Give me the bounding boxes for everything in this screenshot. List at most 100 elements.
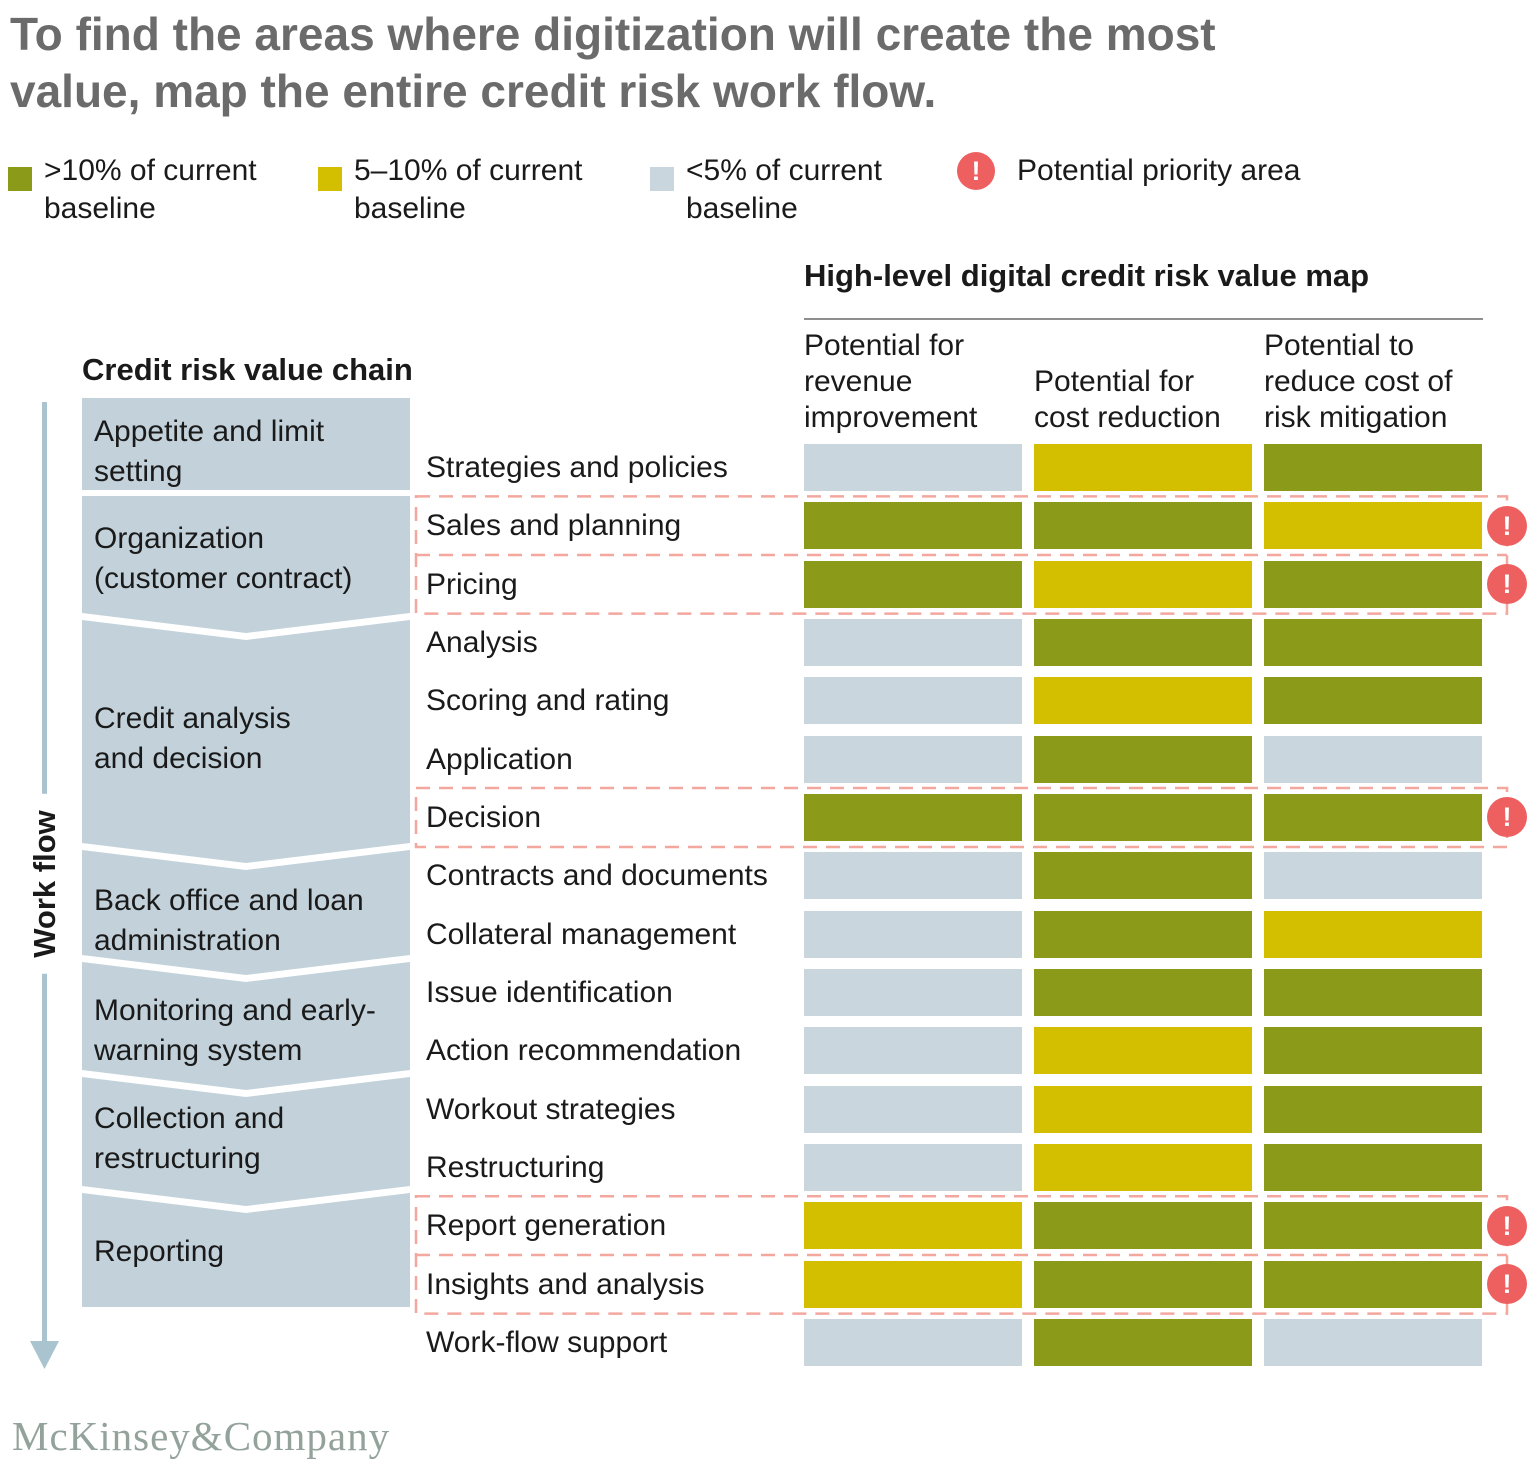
value-cell (1034, 968, 1252, 1016)
stage-label-appetite: Appetite and limit setting (94, 415, 325, 488)
value-cell (1034, 560, 1252, 608)
value-cell (1264, 502, 1482, 550)
workflow-arrowhead-icon (30, 1341, 59, 1369)
row-label: Restructuring (426, 1150, 605, 1184)
value-cell (804, 618, 1022, 666)
row-label: Report generation (426, 1209, 667, 1243)
value-cell (1264, 968, 1482, 1016)
row-label: Application (426, 742, 573, 776)
legend-item-priority: ! Potential priority area (957, 152, 1300, 190)
value-cell (1264, 1027, 1482, 1075)
value-cell (1264, 618, 1482, 666)
row-label: Action recommendation (426, 1034, 742, 1068)
value-cell (1034, 677, 1252, 725)
value-cell (804, 968, 1022, 1016)
stage-label-organization: Organization (customer contract) (94, 522, 353, 595)
row-label: Sales and planning (426, 509, 682, 543)
priority-exclamation-icon: ! (1487, 1205, 1527, 1246)
row-label: Pricing (426, 567, 518, 601)
value-cell (1264, 444, 1482, 491)
row-label: Strategies and policies (426, 451, 728, 484)
value-cell (1034, 793, 1252, 841)
row-label: Issue identification (426, 975, 673, 1009)
value-map-heading: High-level digital credit risk value map (804, 258, 1370, 293)
priority-exclamation-icon: ! (1487, 505, 1527, 546)
value-cell (804, 1143, 1022, 1191)
value-cell (1034, 852, 1252, 900)
value-chain-heading: Credit risk value chain (82, 352, 413, 387)
value-cell (1034, 1202, 1252, 1250)
value-cell (804, 1085, 1022, 1133)
value-cell (1264, 735, 1482, 783)
value-cell (1034, 1260, 1252, 1308)
value-cell (804, 1202, 1022, 1250)
value-cell (1264, 910, 1482, 958)
priority-exclamation-icon: ! (957, 152, 995, 190)
stage-label-back-office: Back office and loan administration (94, 884, 364, 957)
row-label: Scoring and rating (426, 684, 670, 718)
value-cell (804, 1260, 1022, 1308)
value-cell (804, 560, 1022, 608)
value-cell (804, 793, 1022, 841)
value-cell (1264, 1318, 1482, 1366)
value-cell (1264, 1085, 1482, 1133)
priority-exclamation-icon: ! (1487, 1264, 1527, 1305)
value-cell (1264, 793, 1482, 841)
column-header-revenue: Potential for revenue improvement (804, 329, 978, 434)
value-cell (804, 677, 1022, 725)
value-cell (1264, 560, 1482, 608)
legend-swatch-medium-icon (318, 167, 342, 191)
value-cell (1034, 1143, 1252, 1191)
stage-label-reporting: Reporting (94, 1235, 225, 1268)
value-cell (1034, 910, 1252, 958)
value-cell (1034, 1027, 1252, 1075)
value-cell (804, 1027, 1022, 1075)
row-label: Contracts and documents (426, 859, 768, 893)
value-cell (1034, 735, 1252, 783)
row-label: Collateral management (426, 917, 737, 951)
row-label: Insights and analysis (426, 1267, 705, 1301)
legend-item-low: <5% of current baseline (650, 152, 882, 228)
value-cell (1034, 444, 1252, 491)
value-cell (1264, 677, 1482, 725)
row-label: Analysis (426, 625, 538, 659)
stage-label-collection: Collection and restructuring (94, 1102, 285, 1175)
row-label: Work-flow support (426, 1325, 668, 1359)
value-cell (804, 502, 1022, 550)
row-label: Decision (426, 800, 542, 834)
value-cell (1264, 1143, 1482, 1191)
value-cell (1034, 1085, 1252, 1133)
value-cell (804, 852, 1022, 900)
legend-label: <5% of current baseline (686, 154, 882, 225)
legend-label: Potential priority area (1017, 154, 1301, 187)
value-cell (1034, 502, 1252, 550)
exhibit-title: To find the areas where digitization wil… (10, 8, 1216, 117)
column-header-risk: Potential to reduce cost of risk mitigat… (1264, 329, 1453, 434)
value-cell (1264, 1202, 1482, 1250)
value-cell (804, 910, 1022, 958)
workflow-axis-label: Work flow (25, 794, 65, 974)
value-cell (1264, 852, 1482, 900)
value-cell (1264, 1260, 1482, 1308)
priority-exclamation-icon: ! (1487, 564, 1527, 605)
brand-logo: McKinsey&Company (12, 1413, 391, 1459)
legend-item-medium: 5–10% of current baseline (318, 152, 582, 228)
stage-label-monitoring: Monitoring and early- warning system (94, 994, 376, 1067)
value-cell (1034, 1318, 1252, 1366)
value-cell (1034, 618, 1252, 666)
value-cell (804, 735, 1022, 783)
legend-swatch-low-icon (650, 167, 674, 191)
legend-label: >10% of current baseline (44, 154, 257, 225)
legend-item-high: >10% of current baseline (8, 152, 257, 228)
priority-exclamation-icon: ! (1487, 797, 1527, 838)
row-label: Workout strategies (426, 1092, 676, 1126)
column-headers: Potential for revenue improvement Potent… (804, 329, 1483, 436)
column-header-cost: Potential for cost reduction (1034, 365, 1221, 434)
legend-label: 5–10% of current baseline (354, 154, 583, 225)
stage-label-credit-analysis: Credit analysis and decision (94, 702, 291, 775)
legend-swatch-high-icon (8, 167, 32, 191)
value-cell (804, 1318, 1022, 1366)
value-cell (804, 444, 1022, 491)
value-map-rule (804, 318, 1483, 320)
